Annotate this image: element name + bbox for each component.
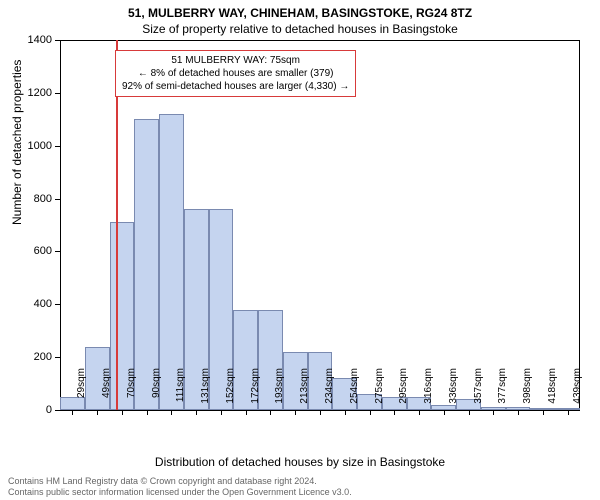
annotation-line: 92% of semi-detached houses are larger (… xyxy=(122,80,349,93)
x-tick-mark xyxy=(270,410,271,415)
y-tick-mark xyxy=(55,40,60,41)
x-tick-label: 377sqm xyxy=(497,368,508,418)
x-tick-label: 418sqm xyxy=(547,368,558,418)
chart-container: 51, MULBERRY WAY, CHINEHAM, BASINGSTOKE,… xyxy=(0,0,600,500)
annotation-box: 51 MULBERRY WAY: 75sqm← 8% of detached h… xyxy=(115,50,356,97)
x-tick-mark xyxy=(147,410,148,415)
x-tick-mark xyxy=(394,410,395,415)
x-tick-mark xyxy=(568,410,569,415)
footer-line-1: Contains HM Land Registry data © Crown c… xyxy=(8,476,352,487)
x-tick-label: 90sqm xyxy=(151,368,162,418)
y-tick-label: 1200 xyxy=(12,87,52,99)
x-tick-label: 172sqm xyxy=(250,368,261,418)
x-tick-label: 152sqm xyxy=(225,368,236,418)
x-tick-mark xyxy=(444,410,445,415)
y-tick-mark xyxy=(55,410,60,411)
x-tick-mark xyxy=(469,410,470,415)
x-tick-mark xyxy=(493,410,494,415)
x-tick-label: 29sqm xyxy=(76,368,87,418)
x-tick-mark xyxy=(171,410,172,415)
x-tick-mark xyxy=(196,410,197,415)
annotation-line: 51 MULBERRY WAY: 75sqm xyxy=(122,54,349,67)
footer-line-2: Contains public sector information licen… xyxy=(8,487,352,498)
x-tick-label: 234sqm xyxy=(324,368,335,418)
y-tick-label: 400 xyxy=(12,298,52,310)
histogram-bar xyxy=(134,119,159,410)
plot-area: 51 MULBERRY WAY: 75sqm← 8% of detached h… xyxy=(60,40,580,410)
x-tick-mark xyxy=(419,410,420,415)
x-tick-label: 439sqm xyxy=(572,368,583,418)
y-tick-label: 1400 xyxy=(12,34,52,46)
histogram-bar xyxy=(159,114,184,410)
x-tick-mark xyxy=(320,410,321,415)
x-tick-mark xyxy=(543,410,544,415)
x-tick-label: 131sqm xyxy=(200,368,211,418)
x-tick-mark xyxy=(246,410,247,415)
x-tick-mark xyxy=(518,410,519,415)
y-tick-label: 0 xyxy=(12,404,52,416)
x-tick-label: 336sqm xyxy=(448,368,459,418)
x-tick-label: 316sqm xyxy=(423,368,434,418)
x-tick-mark xyxy=(122,410,123,415)
y-tick-mark xyxy=(55,304,60,305)
y-tick-label: 800 xyxy=(12,193,52,205)
x-tick-label: 275sqm xyxy=(374,368,385,418)
x-tick-label: 213sqm xyxy=(299,368,310,418)
x-tick-mark xyxy=(72,410,73,415)
x-tick-label: 70sqm xyxy=(126,368,137,418)
x-tick-label: 111sqm xyxy=(175,368,186,418)
x-tick-label: 295sqm xyxy=(398,368,409,418)
x-tick-mark xyxy=(221,410,222,415)
footer: Contains HM Land Registry data © Crown c… xyxy=(8,476,352,498)
annotation-line: ← 8% of detached houses are smaller (379… xyxy=(122,67,349,80)
x-tick-label: 357sqm xyxy=(473,368,484,418)
x-tick-label: 193sqm xyxy=(274,368,285,418)
x-tick-label: 49sqm xyxy=(101,368,112,418)
y-tick-mark xyxy=(55,251,60,252)
y-tick-mark xyxy=(55,357,60,358)
x-tick-mark xyxy=(97,410,98,415)
x-tick-label: 398sqm xyxy=(522,368,533,418)
x-tick-mark xyxy=(295,410,296,415)
x-tick-label: 254sqm xyxy=(349,368,360,418)
chart-title: 51, MULBERRY WAY, CHINEHAM, BASINGSTOKE,… xyxy=(0,6,600,20)
x-tick-mark xyxy=(345,410,346,415)
y-tick-label: 200 xyxy=(12,351,52,363)
y-tick-label: 600 xyxy=(12,245,52,257)
x-tick-mark xyxy=(370,410,371,415)
chart-subtitle: Size of property relative to detached ho… xyxy=(0,22,600,36)
y-tick-mark xyxy=(55,199,60,200)
x-axis-label: Distribution of detached houses by size … xyxy=(0,455,600,469)
y-tick-mark xyxy=(55,146,60,147)
y-tick-label: 1000 xyxy=(12,140,52,152)
y-tick-mark xyxy=(55,93,60,94)
